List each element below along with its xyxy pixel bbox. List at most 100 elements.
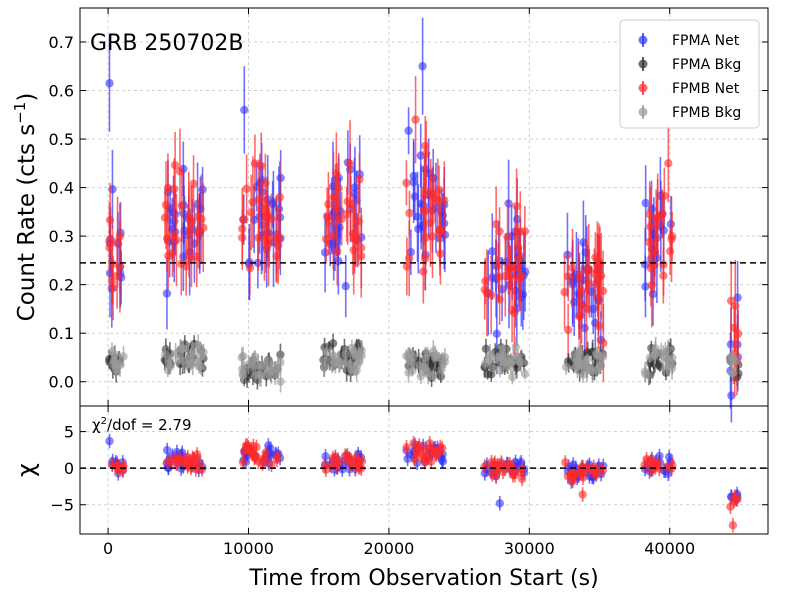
fpmb-bkg-point	[268, 361, 277, 370]
fpmb-bkg-point	[320, 363, 329, 372]
fpma-bkg-point	[583, 348, 592, 357]
fpmb-net-point	[405, 208, 414, 218]
fpma-net-point	[162, 289, 172, 298]
chi2-dof-annotation: χ2/dof = 2.79	[92, 416, 192, 434]
bottom-y-tick-label: 5	[64, 423, 74, 442]
fpmb-net-point	[402, 178, 411, 188]
fpma-net-point	[341, 281, 350, 291]
fpmb-bkg-point	[498, 344, 507, 353]
bottom-y-tick-label: 0	[64, 459, 74, 478]
fpmb-net-point	[512, 201, 521, 211]
fpmb-net-point	[170, 161, 180, 170]
fpmb-bkg-point	[598, 352, 608, 361]
fpmb-net-point	[421, 141, 430, 151]
legend-label: FPMB Net	[672, 81, 740, 97]
fpmb-net-point	[172, 235, 181, 245]
fpmb-bkg-point	[193, 358, 202, 367]
fpma-net-point	[504, 199, 513, 208]
legend-label: FPMA Net	[672, 33, 740, 49]
fpmb-net-point	[506, 263, 515, 273]
fpmb-bkg-point	[495, 366, 505, 375]
fpmb-bkg-point	[586, 365, 595, 375]
fpmb-net-point	[514, 275, 524, 284]
highlight-point	[664, 159, 673, 168]
fpmb-net-chi-point	[577, 468, 586, 478]
fpma-net-point	[276, 173, 285, 183]
fpmb-net-point	[105, 215, 115, 225]
top-y-axis-label: Count Rate (cts s−1)	[11, 93, 40, 322]
fpmb-net-point	[731, 301, 740, 311]
fpmb-net-point	[598, 286, 608, 296]
legend: FPMA Net FPMA Bkg FPMB Net FPMB Bkg	[619, 19, 760, 129]
fpma-bkg-point	[328, 339, 338, 348]
fpmb-net-chi-point	[343, 455, 353, 465]
fpmb-bkg-point	[640, 367, 650, 376]
bottom-axis-ticks: −5 0 5 0 10000 20000 30000 40000	[50, 406, 768, 558]
fpmb-bkg-point	[253, 361, 263, 370]
fpmb-bkg-point	[347, 343, 357, 353]
fpmb-net-point	[238, 224, 247, 234]
fpmb-bkg-point	[511, 342, 520, 352]
fpmb-net-chi-point	[273, 452, 282, 461]
fpma-bkg-point	[483, 369, 492, 379]
highlight-point	[240, 105, 249, 115]
fpmb-net-point	[108, 283, 118, 293]
bottom-panel-frame	[79, 405, 769, 535]
legend-marker	[638, 107, 648, 117]
fpmb-net-chi-point	[261, 448, 270, 457]
fpmb-net-point	[168, 249, 177, 258]
fpmb-net-point	[501, 271, 510, 281]
fpmb-net-point	[651, 215, 661, 224]
fpmb-net-point	[513, 243, 523, 252]
fpma-net-point	[404, 126, 413, 135]
fpmb-net-point	[495, 227, 504, 236]
fpmb-net-point	[275, 193, 285, 202]
fpmb-bkg-point	[350, 367, 359, 376]
fpmb-bkg-point	[485, 356, 494, 366]
fpmb-bkg-point	[108, 359, 117, 369]
fpmb-net-chi-point	[480, 462, 489, 471]
fpmb-bkg-point	[578, 370, 588, 379]
fpmb-bkg-point	[520, 369, 530, 379]
fpmb-net-point	[645, 209, 654, 219]
fpmb-net-chi-point	[731, 495, 740, 504]
fpmb-net-point	[239, 215, 248, 224]
fpmb-net-point	[560, 288, 569, 297]
fpmb-bkg-point	[508, 372, 517, 382]
fpmb-bkg-point	[430, 353, 440, 362]
fpmb-bkg-point	[163, 365, 172, 375]
top-axis-ticks: 0.0 0.1 0.2 0.3 0.4 0.5 0.6 0.7	[49, 8, 768, 406]
fpmb-net-chi-point	[592, 470, 601, 480]
fpma-net-point	[492, 329, 502, 339]
fpmb-bkg-point	[354, 348, 363, 358]
fpma-net-point	[727, 391, 736, 400]
fpma-net-point	[409, 171, 418, 181]
fpma-net-point	[350, 183, 360, 192]
fpmb-net-point	[730, 323, 739, 333]
top-data-points	[105, 17, 743, 423]
fpmb-net-point	[510, 308, 519, 318]
fpmb-net-point	[262, 212, 271, 221]
top-y-tick-label: 0.6	[49, 82, 74, 101]
fpmb-net-point	[193, 212, 203, 221]
fpmb-net-point	[482, 288, 492, 298]
fpmb-bkg-point	[668, 353, 677, 363]
fpmb-bkg-point	[322, 347, 331, 357]
fpmb-bkg-point	[177, 344, 187, 353]
fpmb-net-point	[349, 245, 358, 255]
fpmb-bkg-point	[355, 356, 364, 366]
fpma-net-point	[648, 289, 658, 299]
fpmb-net-point	[481, 276, 490, 286]
fpmb-net-point	[564, 272, 573, 281]
fpmb-net-point	[343, 197, 352, 206]
fpmb-net-chi-point	[427, 457, 436, 466]
fpmb-net-point	[435, 225, 445, 234]
fpmb-net-point	[419, 267, 428, 276]
fpmb-net-point	[665, 247, 675, 256]
fpmb-bkg-point	[573, 363, 582, 372]
fpmb-net-chi-point	[333, 457, 342, 466]
fpmb-bkg-point	[561, 362, 571, 372]
fpmb-net-point	[434, 185, 444, 195]
fpmb-net-point	[261, 241, 270, 250]
fpmb-bkg-point	[238, 351, 248, 361]
